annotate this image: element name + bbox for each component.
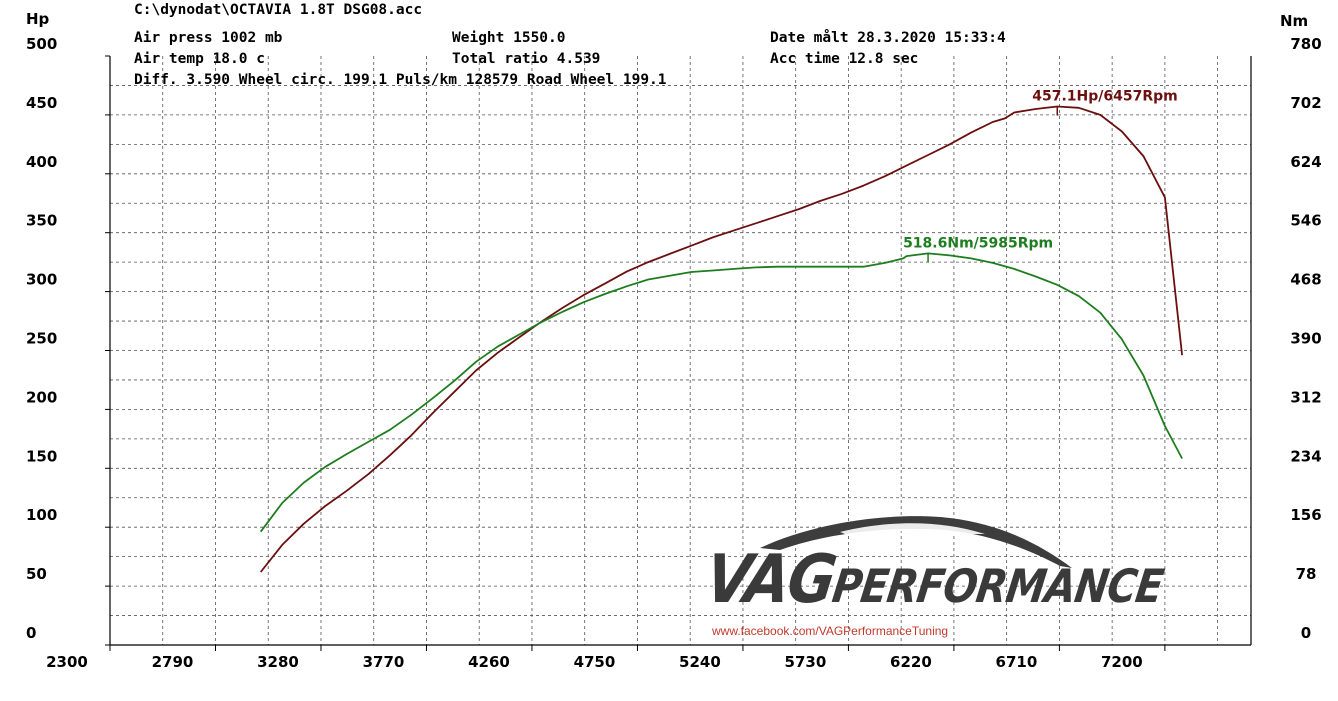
right-tick-label: 390	[1290, 330, 1321, 348]
weight: Weight 1550.0	[452, 30, 566, 46]
x-tick-label: 3770	[363, 653, 405, 671]
left-tick-label: 0	[26, 624, 36, 642]
right-tick-label: 546	[1290, 212, 1321, 230]
diff-info: Diff. 3.590 Wheel circ. 199.1 Puls/km 12…	[134, 72, 667, 88]
left-tick-label: 300	[26, 271, 57, 289]
right-axis-unit: Nm	[1280, 12, 1309, 30]
right-tick-label: 156	[1290, 506, 1321, 524]
left-tick-label: 250	[26, 330, 57, 348]
torque-peak-label: 518.6Nm/5985Rpm	[903, 235, 1053, 251]
logo-url: www.facebook.com/VAGPerformanceTuning	[712, 624, 949, 638]
air-temp: Air temp 18.0 c	[134, 51, 265, 67]
left-tick-label: 50	[26, 565, 47, 583]
right-tick-label: 0	[1301, 624, 1311, 642]
right-tick-label: 234	[1290, 447, 1321, 465]
annotations: 457.1Hp/6457Rpm 518.6Nm/5985Rpm	[903, 89, 1178, 263]
left-tick-label: 200	[26, 388, 57, 406]
series	[259, 105, 1183, 573]
x-tick-label: 5240	[679, 653, 721, 671]
total-ratio: Total ratio 4.539	[452, 51, 601, 67]
left-tick-label: 400	[26, 153, 57, 171]
air-press: Air press 1002 mb	[134, 30, 283, 46]
x-tick-label: 5730	[785, 653, 827, 671]
power-peak-label: 457.1Hp/6457Rpm	[1032, 89, 1178, 105]
date-measured: Date målt 28.3.2020 15:33:4	[770, 30, 1006, 46]
right-tick-label: 624	[1290, 153, 1321, 171]
x-tick-label: 3280	[257, 653, 299, 671]
logo-brand-small: PERFORMANCE	[829, 560, 1167, 614]
left-tick-label: 500	[26, 35, 57, 53]
x-axis-tick-labels: 2300 2790 3280 3770 4260 4750 5240 5730 6220 6710…	[46, 645, 1166, 671]
left-tick-label: 150	[26, 447, 57, 465]
vag-performance-logo: VAGPERFORMANCE	[701, 540, 1169, 618]
left-tick-label: 350	[26, 212, 57, 230]
right-tick-label: 468	[1290, 271, 1321, 289]
x-tick-label: 6220	[890, 653, 932, 671]
left-tick-label: 450	[26, 94, 57, 112]
right-tick-label: 780	[1290, 35, 1321, 53]
acc-time: Acc time 12.8 sec	[770, 51, 919, 67]
right-tick-label: 702	[1290, 94, 1321, 112]
x-tick-label: 2300	[46, 653, 88, 671]
torque-curve	[259, 252, 1183, 533]
x-tick-label: 2790	[152, 653, 194, 671]
x-tick-label: 6710	[996, 653, 1038, 671]
power-curve	[259, 105, 1183, 573]
grid	[110, 56, 1251, 645]
right-tick-label: 312	[1290, 388, 1321, 406]
right-axis-tick-labels: 0 78 156 234 312 390 468 546 624 702 780	[1290, 35, 1321, 642]
left-axis-unit: Hp	[26, 10, 50, 28]
x-tick-label: 7200	[1101, 653, 1143, 671]
left-tick-label: 100	[26, 506, 57, 524]
right-tick-label: 78	[1296, 565, 1317, 583]
logo-brand-big: VAG	[701, 540, 840, 619]
x-tick-label: 4260	[468, 653, 510, 671]
car-silhouette-icon	[760, 516, 1072, 568]
file-path: C:\dynodat\OCTAVIA 1.8T DSG08.acc	[134, 2, 423, 18]
left-axis-tick-labels: 0 50 100 150 200 250 300 350 400 450 500	[26, 35, 110, 646]
x-tick-label: 4750	[574, 653, 616, 671]
